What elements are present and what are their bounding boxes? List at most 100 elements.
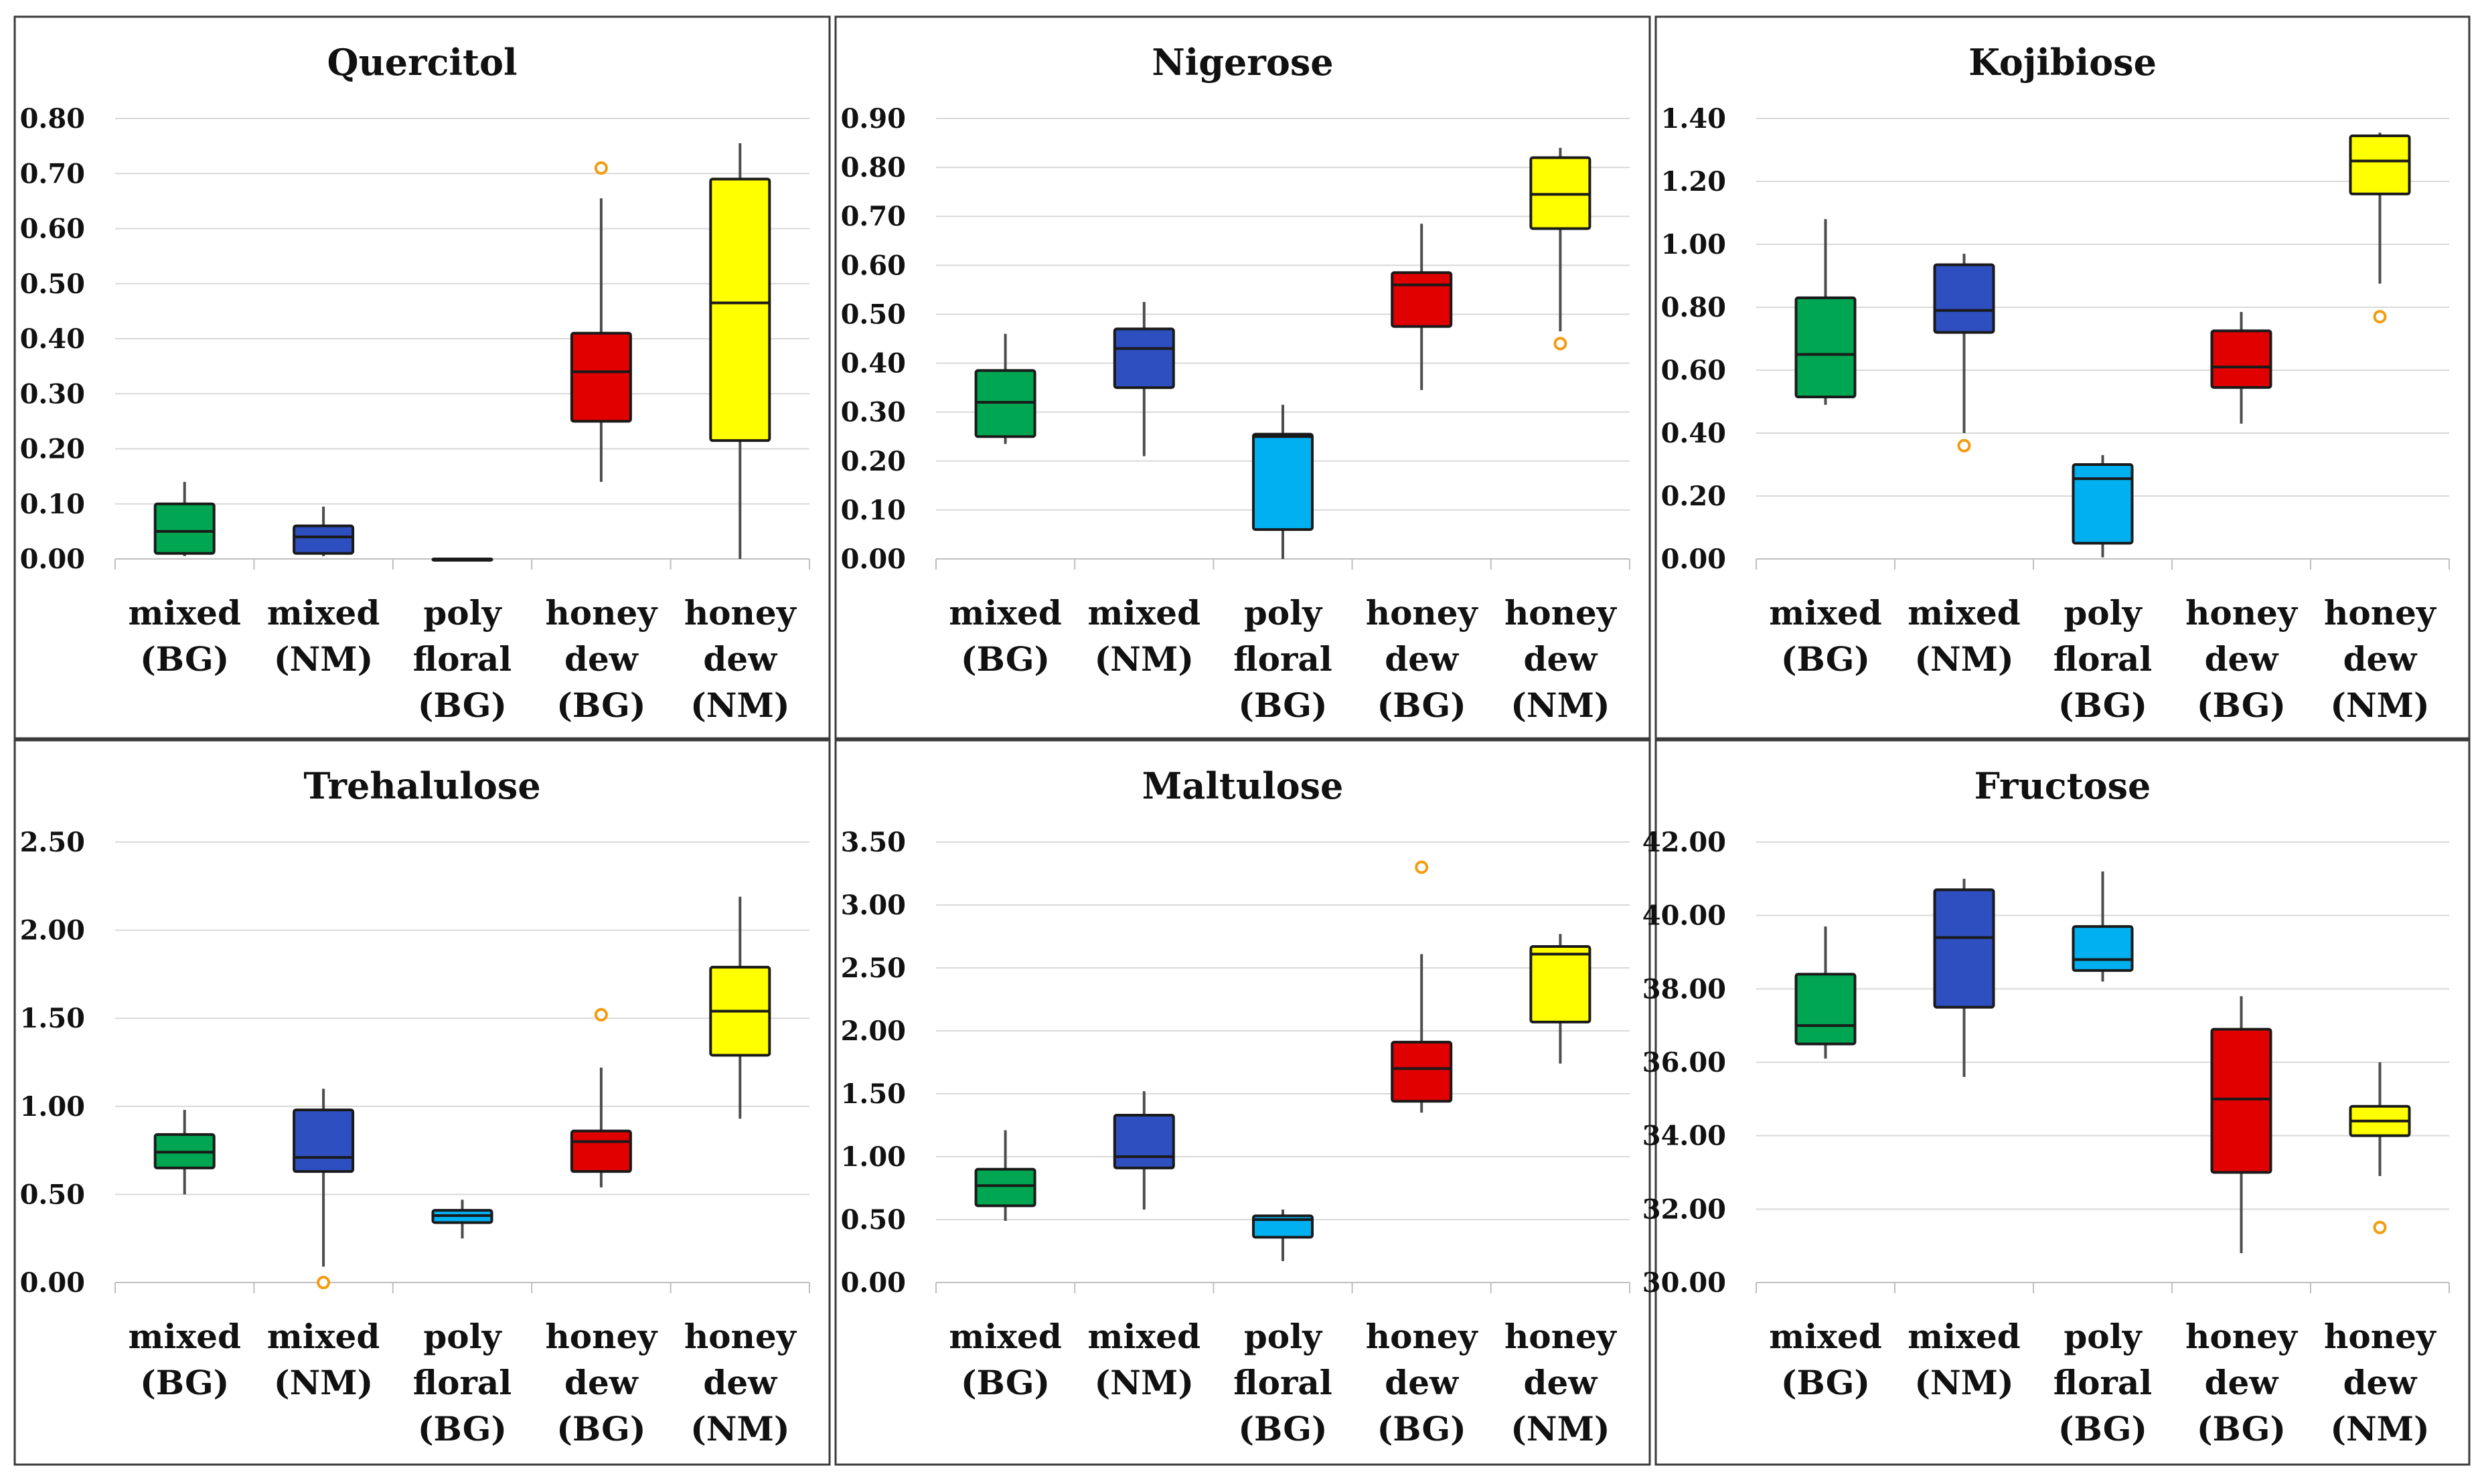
chart-panel-1: Quercitol 0.00 0.10 0.20 0.30 0.40 0.50 0.60 0.7… [13,15,831,740]
box-5 [1529,934,1592,1064]
y-tick-label: 0.30 [841,397,906,428]
y-tick-label: 1.40 [1661,103,1726,135]
panel-frame [834,739,1651,1466]
box-body [1933,888,1995,1009]
box-body [2072,925,2134,972]
category-label: floral [413,639,512,679]
box-4 [570,1007,632,1187]
category-label: poly [2064,1317,2143,1356]
y-tick-label: 0.80 [1661,292,1726,323]
category-label: dew [1523,639,1598,679]
box-body [293,524,355,555]
chart-panel-3: Kojibiose 0.00 0.20 0.40 0.60 0.80 1.00 1.20 1.4… [1654,15,2471,740]
box-1 [1794,926,1857,1059]
box-1 [153,1110,216,1195]
box-body [2210,1027,2272,1174]
category-label: honey [1366,593,1479,633]
category-label: poly [2064,593,2143,633]
outlier-point [317,1276,331,1289]
y-tick-label: 0.60 [1661,355,1726,386]
category-label: (BG) [140,1363,229,1402]
chart-panel-6: Fructose 30.00 32.00 34.00 36.00 38.00 40.00 42… [1642,739,2471,1466]
category-label: mixed [1908,593,2020,633]
category-label: honey [684,593,797,633]
category-label: floral [413,1363,512,1402]
y-tick-label: 0.30 [20,378,85,410]
category-label: floral [1233,1363,1332,1402]
category-label: dew [2343,639,2418,679]
category-label: floral [1233,639,1332,679]
category-label: (BG) [961,1363,1050,1402]
category-label: (BG) [556,1409,645,1449]
y-tick-label: 1.50 [20,1003,85,1034]
y-tick-label: 32.00 [1642,1193,1726,1225]
chart-panel-2: Nigerose 0.00 0.10 0.20 0.30 0.40 0.50 0.60 0.70… [834,15,1651,740]
box-3 [1252,1209,1314,1262]
y-tick-label: 1.00 [841,1141,906,1173]
outlier-point [1957,438,1971,452]
box-1 [1794,219,1857,405]
y-tick-label: 0.00 [841,544,906,575]
outlier-point [1553,337,1567,351]
category-label: dew [564,1363,639,1402]
category-label: honey [1504,593,1618,633]
category-label: (BG) [2058,685,2147,725]
y-tick-label: 0.50 [841,299,906,330]
outlier-point [2373,310,2387,324]
box-2 [1113,1091,1175,1210]
box-body [1933,263,1995,334]
category-label: mixed [1769,1317,1881,1356]
box-2 [1113,302,1175,457]
chart-title: Kojibiose [1968,41,2157,84]
category-label: (NM) [274,1363,373,1402]
category-label: honey [2324,593,2437,633]
y-tick-label: 0.00 [1661,544,1726,575]
category-label: (NM) [2330,685,2429,725]
y-tick-label: 3.00 [841,890,906,921]
box-5 [709,896,771,1119]
category-label: floral [2053,639,2152,679]
category-label: honey [545,593,658,633]
box-3 [1252,404,1314,559]
category-label: mixed [128,1317,240,1356]
category-label: (BG) [2197,685,2286,725]
category-label: poly [423,1317,502,1356]
box-body [293,1108,355,1173]
box-1 [974,1130,1036,1221]
box-5 [709,143,771,559]
y-tick-label: 0.20 [1661,481,1726,512]
y-tick-label: 34.00 [1642,1121,1726,1152]
y-tick-label: 0.60 [841,250,906,281]
y-tick-label: 30.00 [1642,1267,1726,1299]
y-tick-label: 40.00 [1642,900,1726,932]
category-label: honey [1366,1317,1479,1356]
box-body [1113,1113,1175,1169]
category-label: honey [545,1317,658,1356]
y-tick-label: 2.50 [20,827,85,858]
category-label: (BG) [1238,685,1327,725]
box-1 [974,333,1036,444]
chart-title: Quercitol [327,41,518,84]
y-tick-label: 0.00 [20,544,85,575]
panel-frame [834,15,1651,740]
category-label: dew [1385,1363,1460,1402]
y-tick-label: 0.40 [20,323,85,355]
outlier-point [2373,1220,2387,1234]
y-tick-label: 0.20 [20,434,85,465]
category-label: (NM) [1510,1409,1610,1449]
category-label: dew [564,639,639,679]
y-tick-label: 36.00 [1642,1047,1726,1078]
category-label: poly [423,593,502,633]
category-label: dew [2343,1363,2418,1402]
panel-frame [13,739,831,1466]
box-body [974,1167,1036,1208]
y-tick-label: 0.60 [20,214,85,245]
category-label: mixed [1769,593,1881,633]
category-label: dew [1385,639,1460,679]
category-label: (NM) [2330,1409,2429,1449]
category-label: mixed [267,1317,380,1356]
category-label: (BG) [418,1409,507,1449]
outlier-point [594,1007,608,1021]
y-tick-label: 38.00 [1642,973,1726,1005]
outlier-point [1415,860,1429,874]
